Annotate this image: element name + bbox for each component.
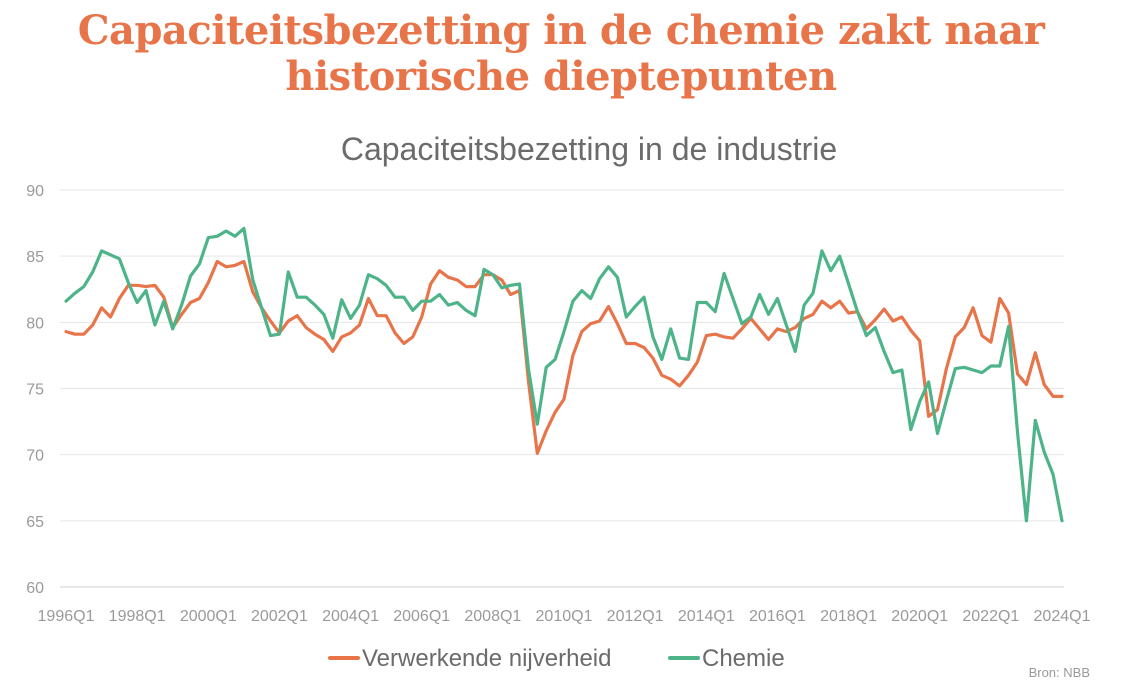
y-tick-label: 70 bbox=[26, 448, 44, 465]
legend-label: Chemie bbox=[702, 645, 785, 672]
x-tick-label: 2002Q1 bbox=[251, 608, 308, 625]
x-tick-label: 2000Q1 bbox=[180, 608, 237, 625]
x-tick-label: 1996Q1 bbox=[38, 608, 95, 625]
legend-label: Verwerkende nijverheid bbox=[362, 645, 611, 672]
x-tick-label: 2010Q1 bbox=[536, 608, 593, 625]
source-note: Bron: NBB bbox=[1028, 665, 1090, 680]
x-axis-ticks: 1996Q1 1998Q1 2000Q1 2002Q1 2004Q1 2006Q1 2008… bbox=[38, 608, 1091, 625]
grid-lines bbox=[60, 189, 1064, 588]
y-tick-label: 85 bbox=[26, 249, 44, 266]
headline-line-1: Capaciteitsbezetting in de chemie zakt n… bbox=[77, 7, 1045, 54]
x-tick-label: 2004Q1 bbox=[322, 608, 379, 625]
y-axis-ticks: 60 65 70 75 80 85 90 bbox=[26, 183, 44, 597]
x-tick-label: 2012Q1 bbox=[607, 608, 664, 625]
x-tick-label: 2008Q1 bbox=[464, 608, 521, 625]
x-tick-label: 2016Q1 bbox=[749, 608, 806, 625]
y-tick-label: 90 bbox=[26, 183, 44, 200]
y-tick-label: 65 bbox=[26, 514, 44, 531]
series-line-chemie bbox=[64, 226, 1064, 523]
y-tick-label: 60 bbox=[26, 580, 44, 597]
x-tick-label: 2018Q1 bbox=[820, 608, 877, 625]
series-line-verwerkende-nijverheid bbox=[64, 259, 1064, 455]
headline-line-2: historische dieptepunten bbox=[285, 53, 837, 100]
x-tick-label: 2024Q1 bbox=[1034, 608, 1091, 625]
y-tick-label: 80 bbox=[26, 315, 44, 332]
x-tick-label: 2006Q1 bbox=[393, 608, 450, 625]
x-tick-label: 2022Q1 bbox=[962, 608, 1019, 625]
series-lines bbox=[64, 226, 1064, 523]
x-tick-label: 2020Q1 bbox=[891, 608, 948, 625]
x-tick-label: 1998Q1 bbox=[109, 608, 166, 625]
chart-title: Capaciteitsbezetting in de industrie bbox=[341, 131, 837, 167]
x-tick-label: 2014Q1 bbox=[678, 608, 735, 625]
headline: Capaciteitsbezetting in de chemie zakt n… bbox=[0, 8, 1122, 100]
legend: Verwerkende nijverheid Chemie bbox=[328, 645, 785, 672]
y-tick-label: 75 bbox=[26, 382, 44, 399]
